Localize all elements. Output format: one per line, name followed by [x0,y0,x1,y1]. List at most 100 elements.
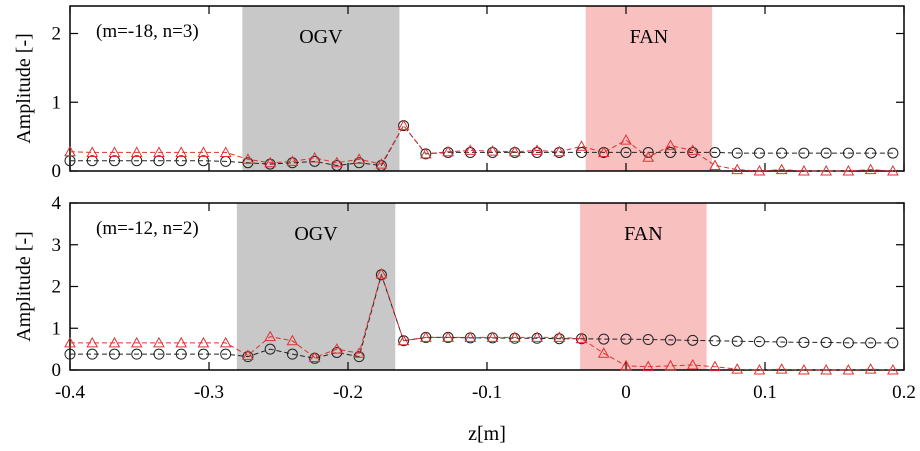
data-point-triangle [775,163,788,175]
y-tick-label: 1 [52,318,62,339]
data-point-circle [664,146,676,158]
data-point-circle [242,351,254,363]
data-point-circle [64,348,76,360]
data-point-triangle [531,331,543,342]
data-point-triangle [753,164,766,176]
data-point-triangle [553,331,566,342]
data-point-circle [642,334,654,346]
data-point-triangle [153,146,165,157]
data-point-triangle [331,156,343,168]
data-point-circle [487,146,499,158]
data-point-triangle [887,164,899,176]
data-point-triangle [664,139,677,151]
y-tick-label: 0 [52,360,62,381]
x-tick-label: 0 [621,382,631,403]
data-point-triangle [486,331,499,342]
data-point-circle [687,334,699,346]
region-label-ogv: OGV [294,223,338,245]
data-point-triangle [130,146,143,157]
x-axis-label: z[m] [468,423,506,445]
data-point-circle [375,160,387,171]
data-point-circle [798,336,810,348]
data-point-circle [576,146,588,158]
data-point-triangle [286,334,299,346]
x-tick-label: -0.1 [472,382,502,403]
shared-x-axis: -0.4 -0.3 -0.2 -0.1 0 0.1 0.2 z[m] [55,382,916,445]
data-point-triangle [308,151,321,163]
data-point-triangle [219,146,232,157]
data-point-circle [286,157,298,169]
data-point-circle [175,155,187,167]
data-point-circle [286,348,298,360]
data-point-triangle [753,363,766,375]
data-point-circle [709,335,721,347]
data-point-triangle [798,363,810,375]
data-point-triangle [242,349,254,360]
data-point-triangle [264,156,277,168]
data-point-triangle [820,363,833,375]
data-point-circle [197,155,209,167]
data-point-circle [820,147,832,159]
y-tick-label: 1 [52,92,62,113]
data-point-circle [842,337,854,349]
y-axis-label: Amplitude [-] [13,231,35,342]
data-point-circle [264,343,276,355]
y-tick-label: 2 [52,277,62,298]
data-point-triangle [620,134,632,145]
data-point-circle [620,333,632,345]
data-point-circle [731,335,743,347]
data-point-triangle [798,164,810,176]
data-point-triangle [442,145,454,157]
data-point-triangle [686,358,699,370]
data-point-triangle [820,164,833,176]
data-point-triangle [508,145,521,157]
data-point-triangle [308,351,321,362]
data-point-triangle [86,146,99,157]
data-point-triangle [553,145,566,157]
data-point-circle [131,155,143,167]
data-point-circle [865,147,877,159]
data-point-triangle [731,163,744,175]
data-point-triangle [642,360,655,372]
data-point-triangle [175,336,188,348]
data-point-triangle [508,331,521,342]
data-point-circle [776,147,788,159]
x-tick-label: -0.4 [55,382,86,403]
x-tick-label: 0.1 [753,382,777,403]
data-point-circle [197,348,209,360]
data-point-circle [664,334,676,346]
data-point-circle [331,160,343,171]
series-line-circle [70,124,893,167]
y-tick-label: 4 [52,193,62,214]
data-point-triangle [464,331,477,342]
data-point-triangle [197,146,210,157]
data-point-triangle [842,363,855,375]
data-point-triangle [397,119,410,131]
data-point-triangle [331,343,343,354]
data-point-triangle [486,145,499,156]
data-point-circle [464,146,476,158]
data-point-circle [620,146,632,158]
data-point-triangle [664,359,677,371]
data-point-triangle [775,363,788,374]
data-point-circle [753,336,765,348]
data-point-circle [687,146,699,158]
data-point-triangle [286,155,299,166]
data-point-triangle [419,147,432,159]
data-point-triangle [575,332,588,344]
data-point-triangle [642,151,655,162]
data-point-triangle [375,267,388,279]
data-point-triangle [397,334,410,346]
data-point-triangle [419,331,432,342]
data-point-triangle [353,347,365,358]
y-tick-label: 0 [52,161,62,182]
data-point-triangle [175,146,188,157]
data-point-circle [798,147,810,159]
data-point-circle [887,147,899,159]
data-point-triangle [731,363,744,374]
data-point-triangle [709,360,721,372]
series-line-triangle [69,124,893,172]
data-point-triangle [686,144,699,155]
data-point-circle [842,147,854,159]
